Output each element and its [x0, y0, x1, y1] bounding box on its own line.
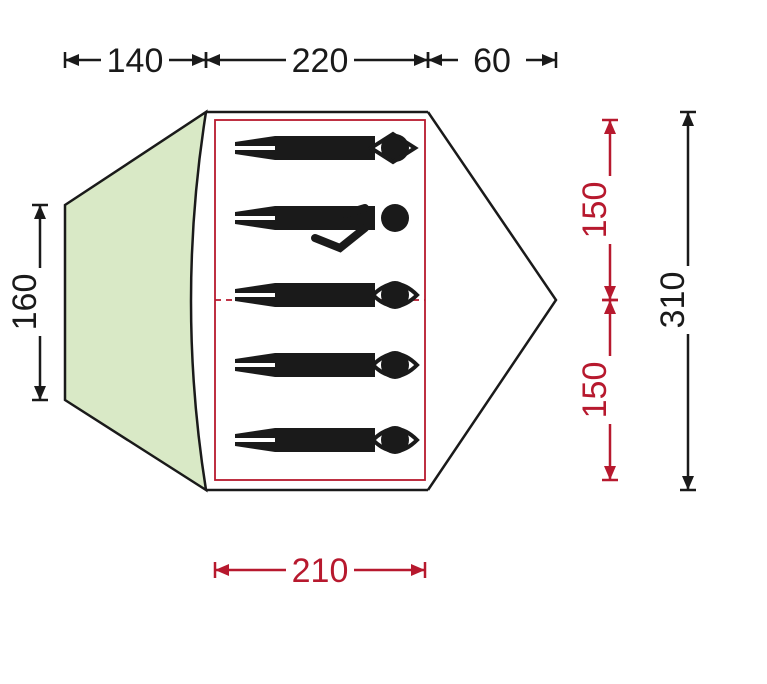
arrowhead	[604, 466, 616, 480]
tent-vestibule	[65, 112, 206, 490]
arrowhead	[682, 112, 694, 126]
dim-label: 140	[107, 42, 164, 80]
arrowhead	[215, 564, 229, 576]
arrowhead	[192, 54, 206, 66]
dim-label: 150	[576, 182, 614, 239]
dim-label: 210	[292, 552, 349, 590]
arrowhead	[65, 54, 79, 66]
person-icon	[235, 426, 417, 454]
arrowhead	[604, 286, 616, 300]
tent-awning-outline	[428, 112, 556, 490]
dim-label: 160	[6, 274, 44, 331]
arrowhead	[414, 54, 428, 66]
arrowhead	[34, 205, 46, 219]
dim-label: 60	[473, 42, 511, 80]
person-icon	[235, 351, 417, 379]
arrowhead	[206, 54, 220, 66]
arrowhead	[682, 476, 694, 490]
dim-label: 150	[576, 362, 614, 419]
arrowhead	[604, 300, 616, 314]
person-icon	[235, 134, 415, 162]
arrowhead	[34, 386, 46, 400]
dim-label: 220	[292, 42, 349, 80]
arrowhead	[428, 54, 442, 66]
arrowhead	[604, 120, 616, 134]
dim-label: 310	[654, 272, 692, 329]
arrowhead	[542, 54, 556, 66]
arrowhead	[411, 564, 425, 576]
person-icon	[235, 281, 417, 309]
person-icon	[235, 204, 409, 248]
